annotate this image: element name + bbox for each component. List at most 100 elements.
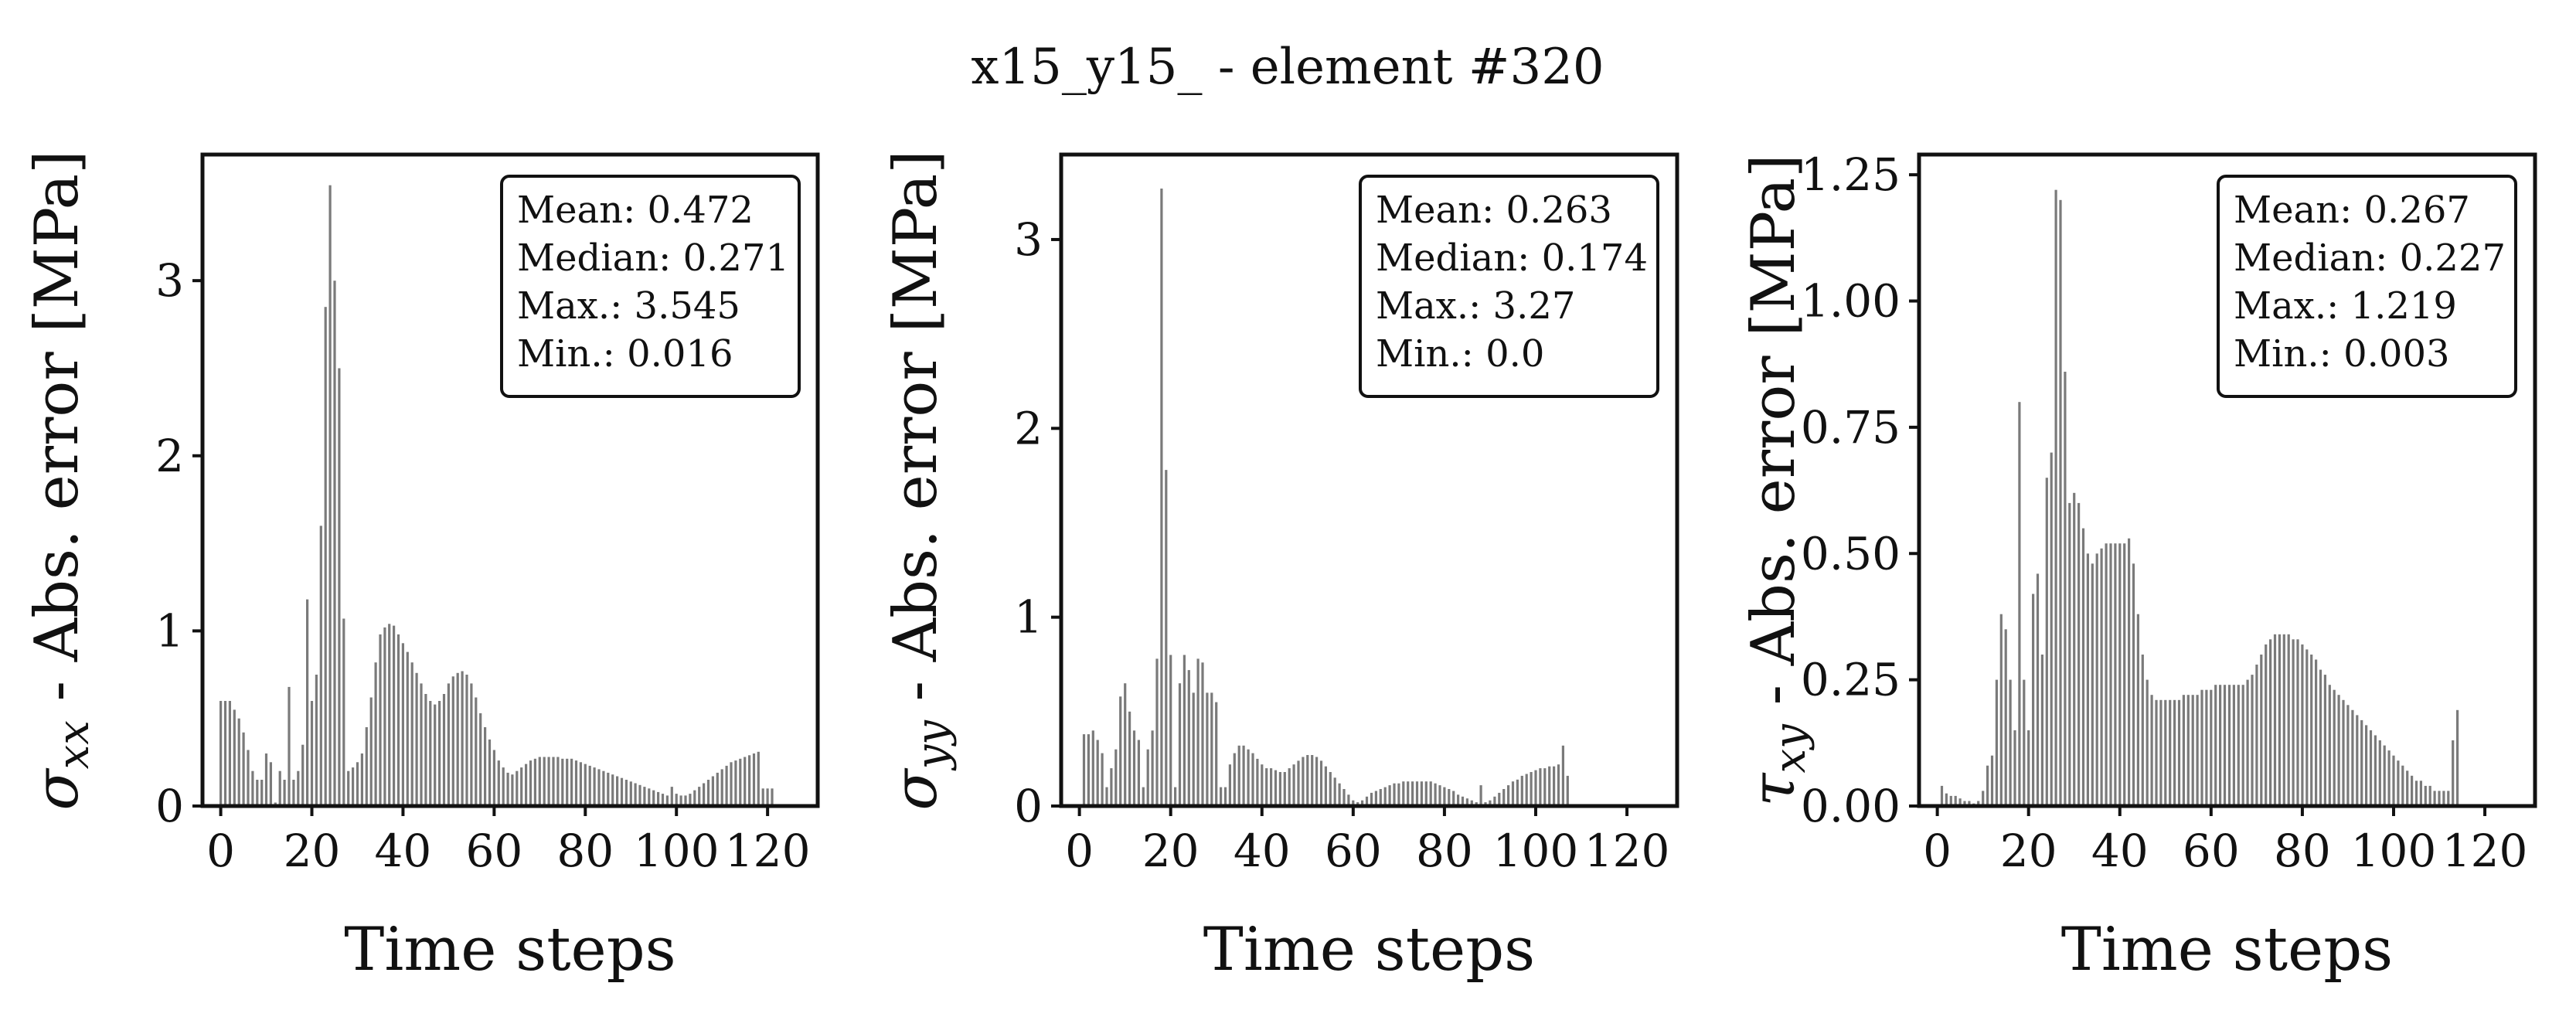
bar [2328, 685, 2331, 806]
x-tick-label: 0 [1923, 825, 1952, 877]
bar [1333, 777, 1336, 806]
bar [1977, 801, 1980, 806]
bar [1525, 774, 1528, 806]
x-tick-label: 100 [634, 825, 720, 877]
bar [1429, 781, 1432, 806]
bar [2173, 699, 2176, 806]
x-tick-label: 0 [206, 825, 235, 877]
bar [1142, 787, 1145, 806]
bar [739, 758, 742, 806]
bar [1995, 679, 1998, 806]
bar [2232, 685, 2235, 806]
bar [1311, 755, 1314, 806]
bar [1329, 772, 1332, 806]
bar [2081, 528, 2085, 806]
bar [2319, 669, 2322, 806]
bar [1306, 755, 1309, 806]
bar [442, 694, 446, 806]
x-tick-label: 120 [725, 825, 811, 877]
bar [292, 780, 295, 806]
bar [2018, 402, 2021, 806]
bar [470, 683, 473, 806]
bar [634, 783, 637, 806]
bar-series [1082, 189, 1569, 806]
stats-line: Min.: 0.016 [517, 332, 733, 376]
bar [438, 701, 441, 806]
y-tick-label: 0.75 [1801, 401, 1901, 454]
bar [2301, 644, 2304, 806]
bar [2146, 679, 2149, 806]
y-tick-label: 0.25 [1801, 654, 1901, 706]
bar [1278, 772, 1281, 806]
bar [1553, 766, 1556, 806]
bar [693, 790, 696, 806]
bar [2305, 649, 2309, 806]
bar [624, 780, 628, 806]
bar [1146, 749, 1149, 806]
bar [1082, 734, 1086, 806]
bar [771, 788, 774, 806]
bar [1247, 749, 1250, 806]
y-axis-label-text: - Abs. error [MPa] [1739, 154, 1809, 724]
bar [2077, 502, 2081, 806]
bar [2246, 679, 2249, 806]
x-tick-label: 0 [1065, 825, 1094, 877]
bar [1201, 662, 1204, 806]
bar [2045, 478, 2048, 806]
bar [2333, 689, 2336, 806]
bar [278, 770, 281, 806]
bar [1397, 783, 1400, 806]
bar [2009, 679, 2012, 806]
bar [406, 651, 409, 806]
x-tick-label: 80 [1416, 825, 1473, 877]
bar [1110, 768, 1113, 806]
bar-series [219, 185, 774, 807]
bar [1256, 758, 1259, 806]
bar [538, 757, 541, 806]
bar [310, 701, 314, 806]
bar [1119, 696, 1122, 806]
y-tick-label: 3 [155, 254, 184, 307]
bar [1958, 798, 1962, 806]
bar [761, 788, 764, 806]
bar [1223, 787, 1227, 806]
bar [1251, 753, 1254, 806]
stats-line: Mean: 0.267 [2234, 189, 2470, 232]
bar [1443, 787, 1446, 806]
y-tick-label: 0.00 [1801, 780, 1901, 832]
bar [2123, 543, 2126, 806]
bar [1461, 796, 1465, 806]
bar [447, 683, 450, 806]
bar [2210, 689, 2213, 806]
bar [552, 757, 555, 806]
bar [223, 701, 227, 806]
y-tick-label: 0.50 [1801, 527, 1901, 580]
bar [2310, 655, 2313, 806]
bar [2323, 675, 2326, 806]
bar [328, 185, 332, 806]
bar [684, 795, 687, 806]
bar [297, 770, 300, 806]
bar [242, 732, 245, 806]
bar [556, 757, 560, 806]
bar [2050, 452, 2053, 806]
bar [703, 783, 706, 806]
bar [2315, 659, 2318, 806]
bar [520, 767, 523, 806]
bar [333, 281, 336, 806]
bar [1530, 772, 1533, 806]
bar [393, 625, 396, 806]
x-axis-label: Time steps [344, 915, 675, 985]
bar [2292, 639, 2295, 806]
bar [2032, 594, 2035, 806]
bar [1940, 785, 1944, 806]
x-tick-label: 120 [2442, 825, 2528, 877]
bar [643, 787, 646, 806]
bar [456, 672, 459, 806]
bar [670, 787, 673, 806]
bar [2255, 665, 2258, 806]
stats-line: Max.: 3.27 [1376, 284, 1575, 328]
bar [1183, 655, 1186, 806]
bar [288, 686, 291, 806]
bar [716, 772, 719, 806]
